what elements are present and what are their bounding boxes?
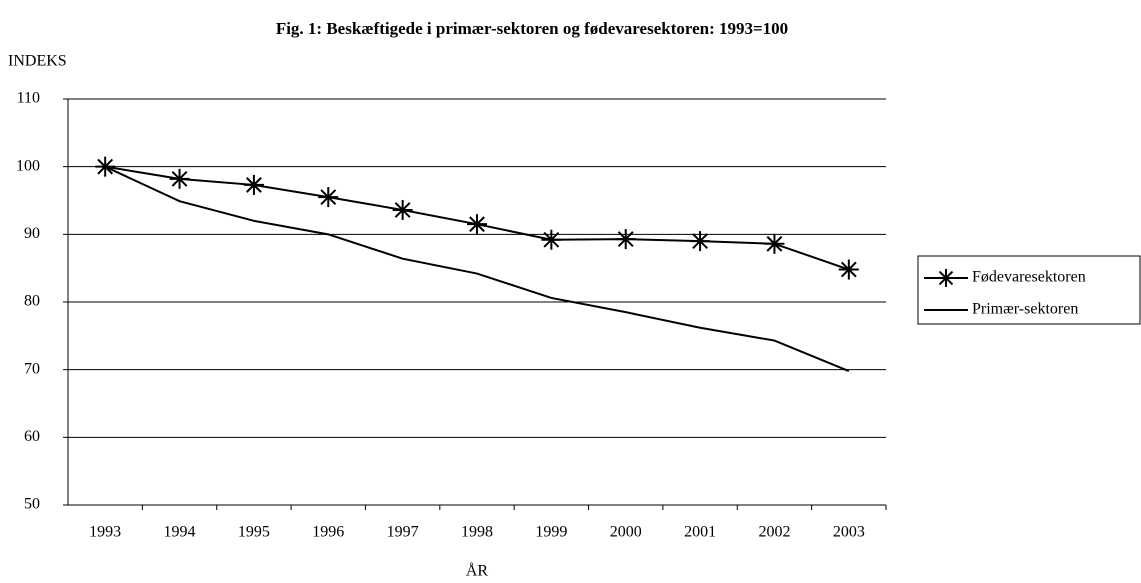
- x-tick-label: 2002: [758, 524, 790, 541]
- y-tick-label: 80: [24, 293, 40, 310]
- data-point: [541, 229, 562, 250]
- data-point: [318, 187, 339, 208]
- x-tick-label: 2003: [833, 524, 865, 541]
- marker-stroke: [246, 177, 262, 193]
- y-tick-label: 90: [24, 225, 40, 242]
- marker-stroke: [320, 189, 337, 206]
- marker-stroke: [469, 216, 485, 233]
- data-point: [615, 229, 636, 250]
- x-tick-label: 2001: [684, 524, 716, 541]
- data-point: [392, 199, 413, 220]
- marker-stroke: [543, 231, 560, 248]
- x-tick-label: 2000: [610, 524, 642, 541]
- marker-stroke: [766, 235, 783, 252]
- marker-stroke: [394, 202, 411, 218]
- x-tick-label: 1994: [164, 524, 196, 541]
- legend-box: [917, 255, 1141, 325]
- marker-stroke: [617, 231, 634, 247]
- x-axis-label: ÅR: [466, 562, 489, 580]
- x-tick-label: 1993: [89, 524, 121, 541]
- marker-stroke: [840, 261, 857, 278]
- legend-label: Primær-sektoren: [972, 301, 1078, 318]
- y-axis-label: INDEKS: [8, 53, 67, 70]
- data-point: [243, 174, 264, 195]
- series-line: [104, 165, 850, 372]
- y-tick-label: 70: [24, 360, 40, 377]
- marker-stroke: [692, 233, 708, 250]
- y-tick-label: 60: [24, 428, 40, 445]
- marker-stroke: [171, 170, 188, 187]
- data-point: [690, 231, 711, 252]
- chart-title: Fig. 1: Beskæftigede i primær-sektoren o…: [276, 19, 788, 38]
- x-tick-label: 1997: [387, 524, 419, 541]
- x-tick-label: 1999: [535, 524, 567, 541]
- y-tick-label: 110: [17, 90, 40, 107]
- data-point: [467, 214, 487, 235]
- marker-stroke: [938, 270, 954, 286]
- x-tick-label: 1996: [312, 524, 344, 541]
- y-tick-label: 100: [16, 157, 40, 174]
- data-point: [764, 233, 785, 254]
- y-tick-label: 50: [24, 496, 40, 513]
- legend-label: Fødevaresektoren: [972, 269, 1086, 286]
- x-tick-label: 1995: [238, 524, 270, 541]
- legend-marker: [937, 269, 955, 287]
- data-point: [169, 168, 190, 189]
- x-tick-label: 1998: [461, 524, 493, 541]
- data-point: [838, 259, 859, 280]
